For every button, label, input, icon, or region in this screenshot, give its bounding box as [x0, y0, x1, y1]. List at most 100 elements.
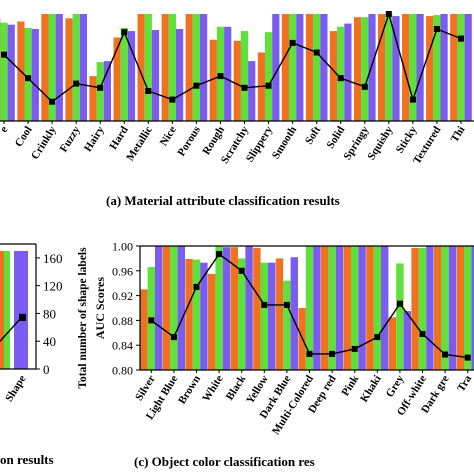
bar-material-s1-6 — [144, 14, 152, 121]
marker-material-10 — [241, 84, 248, 91]
right-tick-label-shape-0: 0 — [43, 362, 50, 377]
bar-material-s1-3 — [72, 14, 80, 121]
bar-color-s1-4 — [238, 258, 246, 370]
marker-color-12 — [419, 331, 426, 337]
marker-color-11 — [396, 300, 403, 307]
bar-material-s1-5 — [120, 27, 128, 121]
bar-material-s0-15 — [354, 17, 362, 122]
bar-color-s2-7 — [313, 246, 321, 370]
bar-color-s1-9 — [351, 246, 359, 370]
bar-material-s0-13 — [305, 14, 314, 121]
x-tick-label-material-19: Thi — [449, 124, 468, 144]
bar-material-s2-14 — [344, 23, 352, 122]
bar-material-s0-14 — [329, 31, 338, 122]
x-tick-label-material-12: Smooth — [270, 124, 299, 161]
bar-color-s2-3 — [222, 247, 231, 370]
marker-material-17 — [409, 96, 416, 103]
marker-color-13 — [442, 351, 449, 358]
bar-material-s0-4 — [89, 76, 97, 121]
bar-material-s0-18 — [426, 16, 434, 122]
marker-color-2 — [193, 283, 200, 290]
bar-material-s2-9 — [224, 26, 232, 121]
y-tick-label-color-4: 0.96 — [112, 264, 133, 278]
bar-color-s2-8 — [335, 246, 344, 370]
marker-material-2 — [49, 98, 56, 105]
bar-material-s2-5 — [127, 31, 136, 122]
marker-color-5 — [261, 301, 268, 308]
bar-material-s2-1 — [31, 29, 39, 121]
bar-material-s2-13 — [320, 14, 328, 121]
y-axis-title-color: AUC Scores — [93, 277, 107, 339]
marker-color-7 — [306, 350, 313, 357]
bar-material-s2-3 — [79, 14, 87, 121]
bar-material-s1-15 — [361, 17, 369, 122]
marker-color-3 — [216, 251, 223, 258]
marker-material-16 — [385, 11, 392, 17]
x-tick-label-color-10: Khaki — [358, 373, 384, 404]
bar-material-s2-4 — [103, 61, 111, 121]
bar-color-s2-9 — [358, 246, 366, 370]
y-tick-label-color-5: 1.00 — [112, 240, 133, 254]
y-axis-title-shape: Total number of shape labels — [77, 247, 89, 389]
bar-material-s2-10 — [248, 61, 256, 121]
x-tick-label-material-4: Hairy — [82, 124, 107, 154]
bar-color-s2-11 — [403, 311, 411, 370]
marker-material-12 — [289, 39, 296, 46]
bar-material-s2-19 — [464, 14, 472, 121]
bar-color-s2-1 — [177, 246, 185, 370]
bar-material-s2-17 — [416, 14, 424, 121]
bar-color-s2-4 — [245, 246, 253, 370]
bar-material-s2-7 — [176, 29, 184, 121]
bar-material-s1-8 — [192, 14, 200, 121]
bar-shape-s2-0 — [14, 250, 28, 369]
bar-color-s0-5 — [253, 247, 261, 370]
marker-color-10 — [374, 334, 381, 341]
bar-color-s2-14 — [471, 246, 474, 370]
caption-shape: on results — [0, 452, 54, 467]
bar-color-s0-10 — [366, 246, 374, 370]
marker-material-8 — [193, 82, 200, 89]
marker-material-5 — [121, 29, 128, 36]
y-tick-label-color-0: 0.80 — [112, 364, 133, 378]
x-tick-label-material-5: Hard — [107, 124, 130, 152]
bar-material-s1-10 — [240, 31, 249, 122]
bar-material-s1-18 — [433, 15, 441, 122]
bar-material-s1-16 — [385, 14, 393, 121]
x-tick-label-material-13: Soft — [303, 124, 323, 147]
bar-material-s0-2 — [41, 14, 49, 121]
bar-color-s0-0 — [140, 289, 148, 370]
marker-material-1 — [25, 75, 32, 82]
shape-chart: 0 40 80 120 160 Total number of shape labels S… — [0, 243, 89, 404]
bar-color-s1-5 — [260, 262, 268, 370]
bar-color-s1-1 — [170, 246, 178, 370]
bar-color-s1-11 — [396, 263, 404, 370]
marker-material-19 — [458, 35, 464, 42]
marker-material-9 — [217, 73, 224, 80]
marker-material-4 — [97, 84, 104, 91]
x-tick-label-shape-0: Shape — [3, 373, 28, 404]
marker-material-15 — [361, 83, 368, 90]
marker-color-8 — [329, 350, 336, 357]
marker-material-3 — [73, 80, 80, 87]
bar-material-s2-2 — [55, 14, 63, 121]
marker-color-1 — [170, 334, 177, 341]
x-tick-label-color-14: Tra — [455, 373, 474, 394]
bar-material-s2-18 — [440, 14, 448, 121]
marker-color-4 — [238, 267, 245, 274]
y-tick-label-color-3: 0.92 — [112, 289, 133, 303]
bar-color-s2-6 — [290, 257, 298, 370]
bar-color-s0-3 — [208, 273, 216, 370]
x-tick-label-material-0: e — [0, 124, 11, 135]
marker-material-11 — [265, 82, 272, 89]
bar-material-s1-2 — [48, 14, 56, 121]
x-tick-label-material-14: Solid — [324, 124, 347, 151]
marker-shape-0 — [19, 313, 26, 321]
bar-color-s0-1 — [162, 246, 171, 370]
bar-color-s1-12 — [418, 247, 427, 370]
marker-material-6 — [145, 88, 152, 94]
x-tick-label-color-11: Grey — [384, 373, 407, 400]
bar-color-s0-4 — [230, 247, 238, 370]
bar-material-s2-8 — [200, 14, 208, 121]
bar-material-s2-6 — [151, 30, 160, 121]
